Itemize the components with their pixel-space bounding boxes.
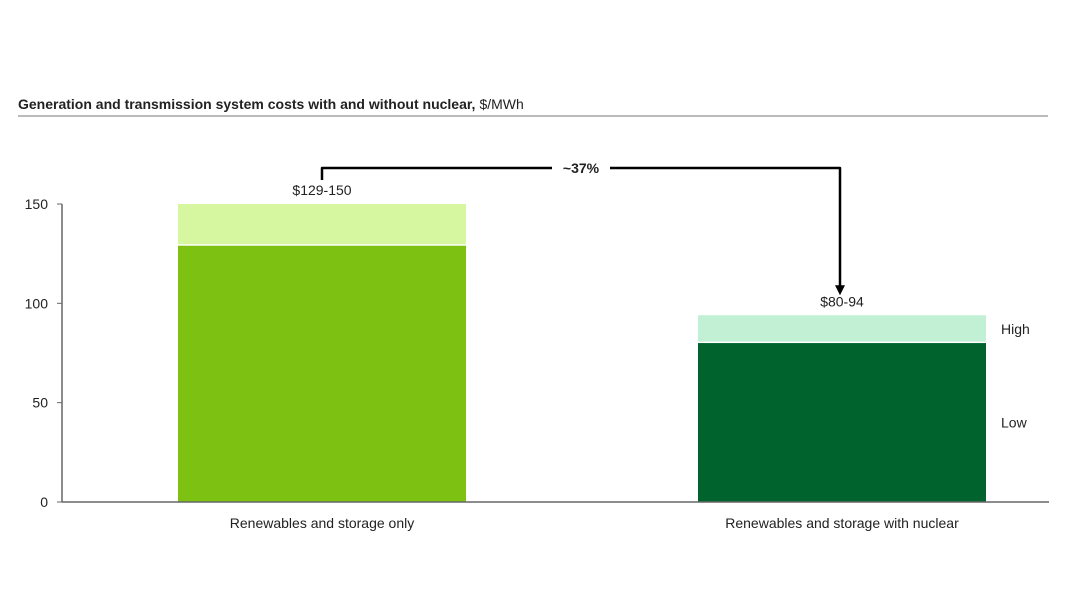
y-tick-label: 0 (40, 494, 48, 510)
y-tick-label: 50 (32, 395, 48, 411)
annotation-bg (552, 158, 610, 178)
arrowhead-icon (835, 285, 845, 296)
y-tick-label: 150 (25, 196, 49, 212)
data-label: $129-150 (292, 182, 351, 198)
legend-low: Low (1001, 415, 1028, 431)
x-tick-label: Renewables and storage only (230, 515, 414, 531)
legend-high: High (1001, 321, 1030, 337)
bar-low (178, 245, 466, 502)
y-tick-label: 100 (25, 295, 49, 311)
x-tick-label: Renewables and storage with nuclear (725, 515, 959, 531)
bar-high (698, 315, 986, 342)
annotation-label: ~37% (563, 160, 600, 176)
bar-low (698, 343, 986, 502)
data-label: $80-94 (820, 293, 864, 309)
chart-title: Generation and transmission system costs… (18, 96, 524, 112)
bar-high (178, 204, 466, 245)
